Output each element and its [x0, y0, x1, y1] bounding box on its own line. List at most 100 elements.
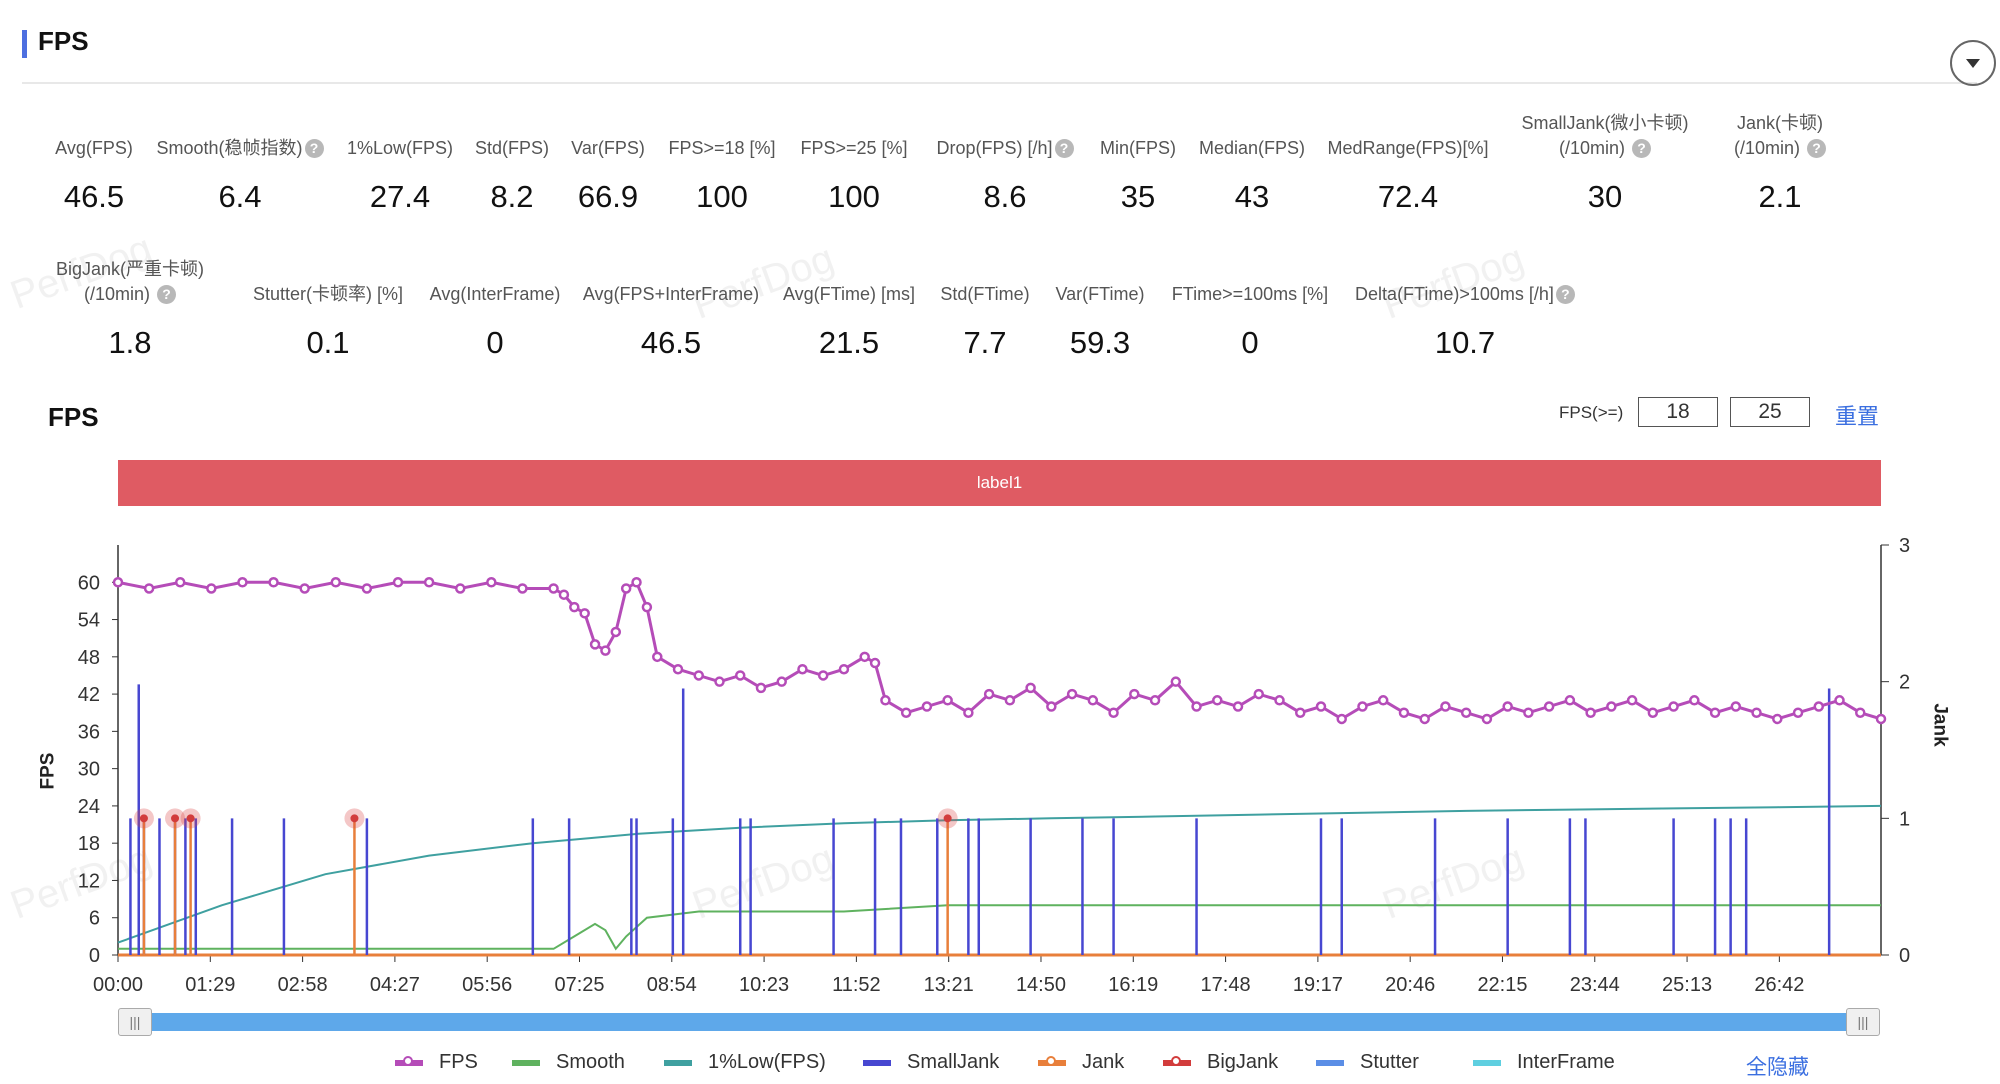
- fps-point: [1792, 707, 1804, 718]
- x-tick-label: 10:23: [739, 974, 789, 996]
- y-tick-label: 0: [89, 945, 100, 967]
- help-icon[interactable]: ?: [1807, 139, 1827, 158]
- section-header: FPS: [22, 22, 1996, 86]
- slider-track[interactable]: [118, 1013, 1880, 1031]
- metric-card: Delta(FTime)>100ms [/h]? 10.7: [1315, 282, 1615, 361]
- fps-point: [1377, 695, 1389, 706]
- legend-item[interactable]: Stutter: [1316, 1051, 1419, 1074]
- fps-threshold-low-input[interactable]: [1638, 397, 1718, 427]
- legend-item[interactable]: BigJank: [1163, 1051, 1278, 1074]
- fps-point: [1460, 707, 1472, 718]
- metric-value: 46.5: [63, 179, 125, 214]
- legend-item[interactable]: 1%Low(FPS): [664, 1051, 826, 1074]
- metric-card: Avg(FPS+InterFrame) 46.5: [521, 282, 821, 361]
- fps-threshold-high-input[interactable]: [1730, 397, 1810, 427]
- fps-point: [1087, 695, 1099, 706]
- fps-point: [268, 577, 279, 588]
- fps-point: [693, 670, 705, 681]
- bigjank-point: [186, 814, 195, 823]
- legend-item[interactable]: InterFrame: [1473, 1051, 1615, 1074]
- help-icon[interactable]: ?: [1632, 139, 1652, 158]
- legend-item[interactable]: FPS: [395, 1051, 478, 1074]
- fps-point: [963, 707, 974, 718]
- fps-point: [1170, 676, 1182, 687]
- fps-point: [1108, 707, 1119, 718]
- label-band[interactable]: label1: [118, 460, 1881, 506]
- legend-item[interactable]: SmallJank: [863, 1051, 999, 1074]
- fps-point: [330, 577, 342, 588]
- fps-point: [1066, 688, 1078, 700]
- y-tick-label: 42: [78, 684, 100, 706]
- metric-card: Std(FPS) 8.2: [362, 136, 662, 215]
- help-icon[interactable]: ?: [1555, 285, 1575, 304]
- slider-handle-right[interactable]: |||: [1846, 1008, 1880, 1036]
- metric-label: FPS>=18 [%]: [668, 138, 776, 158]
- fps-point: [454, 583, 466, 594]
- fps-point: [1004, 695, 1016, 706]
- metric-card: SmallJank(微小卡顿) (/10min) ? 30: [1455, 111, 1755, 215]
- hide-all-button[interactable]: 全隐藏: [1746, 1056, 1809, 1079]
- x-tick-label: 17:48: [1201, 974, 1251, 996]
- metric-value: 21.5: [818, 325, 880, 360]
- metric-label: Drop(FPS) [/h]?: [855, 136, 1155, 161]
- fps-point: [817, 670, 829, 681]
- reset-link[interactable]: 重置: [1835, 404, 1880, 429]
- metric-card: 1%Low(FPS) 27.4: [250, 136, 550, 215]
- metric-card: Stutter(卡顿率) [%] 0.1: [178, 282, 478, 361]
- metric-card: Avg(InterFrame) 0: [345, 282, 645, 361]
- x-tick-label: 19:17: [1293, 974, 1343, 996]
- legend-item[interactable]: Jank: [1038, 1051, 1124, 1074]
- metric-label: 1%Low(FPS): [346, 138, 454, 158]
- metric-value: 10.7: [1434, 325, 1496, 360]
- fps-point: [1191, 701, 1202, 712]
- time-range-slider[interactable]: ||| |||: [118, 1008, 1880, 1036]
- collapse-button[interactable]: [1950, 40, 1996, 86]
- chevron-down-icon: [1966, 59, 1980, 68]
- metric-card: MedRange(FPS)[%] 72.4: [1258, 136, 1558, 215]
- bigjank-point: [943, 814, 952, 823]
- metric-value: 59.3: [1069, 325, 1131, 360]
- metric-card: Var(FPS) 66.9: [458, 136, 758, 215]
- metric-value: 2.1: [1758, 179, 1802, 214]
- metric-value: 72.4: [1377, 179, 1439, 214]
- fps-point: [921, 701, 933, 712]
- fps-point: [900, 707, 912, 718]
- slider-handle-left[interactable]: |||: [118, 1008, 152, 1036]
- metric-label-unit: (/10min) ?: [1455, 136, 1755, 161]
- legend-item[interactable]: Smooth: [512, 1051, 625, 1074]
- legend-label: FPS: [439, 1051, 478, 1073]
- fps-point: [734, 670, 746, 681]
- y-tick-label: 60: [78, 572, 100, 594]
- help-icon[interactable]: ?: [304, 139, 324, 158]
- metric-value: 35: [1120, 179, 1156, 214]
- x-tick-label: 11:52: [832, 974, 881, 996]
- fps-point: [1046, 701, 1057, 712]
- metric-label: Avg(FPS): [55, 138, 133, 158]
- metric-value: 1.8: [108, 325, 152, 360]
- fps-point: [652, 651, 663, 663]
- fps-point: [983, 688, 995, 700]
- help-icon[interactable]: ?: [1054, 139, 1074, 158]
- fps-point: [1149, 695, 1161, 706]
- fps-point: [1129, 688, 1140, 700]
- legend-swatch: [395, 1055, 423, 1066]
- x-tick-label: 01:29: [185, 974, 235, 996]
- legend-swatch: [1038, 1055, 1066, 1066]
- y2-tick-label: 0: [1899, 945, 1910, 967]
- fps-point: [610, 626, 622, 638]
- fps-point: [1689, 695, 1700, 706]
- fps-point: [174, 577, 186, 588]
- y-tick-label: 54: [78, 610, 100, 632]
- metric-value: 43: [1234, 179, 1270, 214]
- fps-point: [1212, 695, 1223, 706]
- help-icon[interactable]: ?: [157, 285, 177, 304]
- metric-card: FPS>=18 [%] 100: [572, 136, 872, 215]
- legend-label: Stutter: [1360, 1051, 1419, 1073]
- fps-point: [1647, 707, 1659, 718]
- y-tick-label: 24: [78, 796, 100, 818]
- metric-value: 30: [1587, 179, 1623, 214]
- metric-value: 8.2: [490, 179, 534, 214]
- fps-point: [1398, 707, 1410, 718]
- metric-card: Var(FTime) 59.3: [950, 282, 1250, 361]
